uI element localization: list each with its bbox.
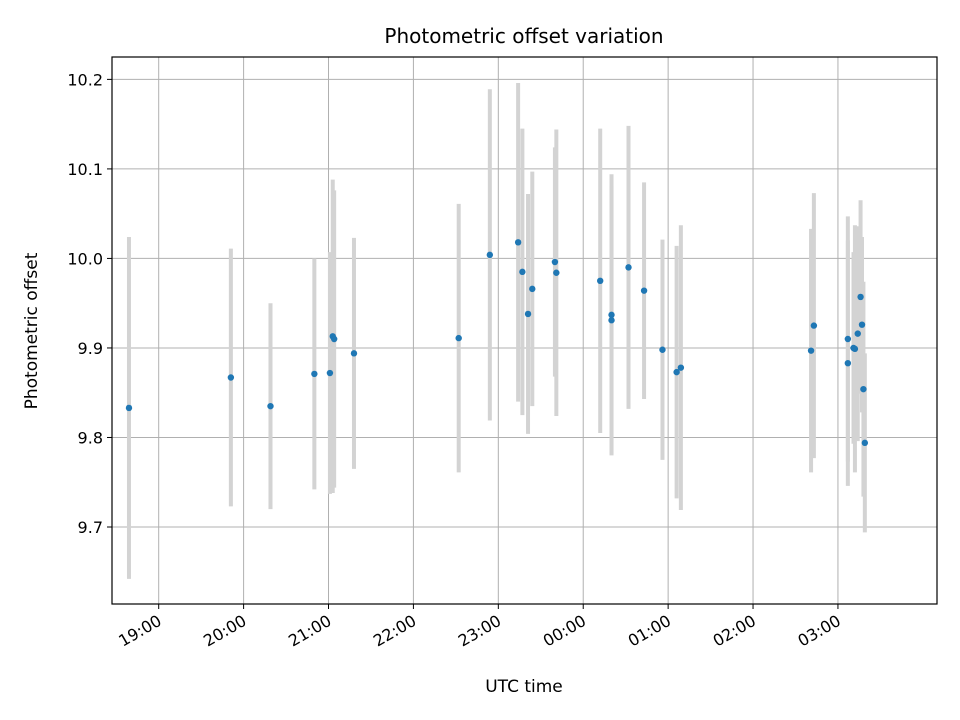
x-tick-label: 21:00 — [285, 611, 334, 651]
data-point — [267, 402, 274, 410]
y-axis-label: Photometric offset — [22, 252, 42, 409]
data-point — [486, 251, 494, 259]
chart-title: Photometric offset variation — [384, 24, 663, 48]
x-tick-label: 03:00 — [795, 611, 844, 651]
data-point — [553, 269, 560, 276]
x-tick-label: 01:00 — [625, 611, 674, 651]
x-tick-label: 23:00 — [455, 611, 504, 651]
y-tick-label: 10.1 — [67, 160, 103, 179]
data-point — [330, 335, 338, 343]
data-point — [519, 268, 526, 276]
data-point — [455, 334, 462, 342]
data-point — [861, 439, 869, 447]
data-point — [844, 359, 852, 367]
data-point — [608, 311, 615, 319]
data-point — [810, 322, 818, 329]
x-tick-label: 19:00 — [115, 611, 164, 651]
data-point — [524, 310, 532, 318]
y-tick-label: 9.9 — [78, 339, 103, 358]
x-tick-label: 02:00 — [710, 611, 759, 651]
y-tick-label: 10.2 — [67, 70, 103, 89]
data-point — [640, 287, 648, 294]
data-point — [350, 350, 358, 357]
data-point — [673, 368, 680, 376]
data-point — [659, 346, 666, 353]
data-point — [807, 347, 815, 354]
data-point — [857, 293, 864, 301]
data-point — [608, 317, 615, 324]
error-bars — [126, 82, 867, 579]
x-tick-label: 20:00 — [200, 611, 249, 651]
data-points — [125, 239, 869, 447]
data-point — [529, 285, 536, 293]
x-axis-ticks: 19:00 20:00 21:00 22:00 23:00 00:00 01:00 02:00… — [115, 604, 844, 651]
data-point — [514, 239, 522, 246]
data-point — [677, 364, 685, 371]
data-point — [311, 370, 318, 378]
data-point — [125, 404, 133, 412]
x-axis-label: UTC time — [485, 677, 563, 697]
x-tick-label: 22:00 — [370, 611, 419, 651]
x-tick-label: 00:00 — [540, 611, 589, 651]
y-tick-label: 9.7 — [78, 518, 103, 537]
data-point — [227, 374, 235, 381]
y-tick-label: 10.0 — [67, 249, 103, 268]
data-point — [597, 277, 604, 285]
data-point — [326, 369, 334, 377]
plot-frame — [111, 56, 938, 605]
data-point — [860, 385, 867, 393]
grid — [112, 57, 937, 604]
data-point — [854, 330, 861, 337]
data-point — [625, 264, 632, 271]
y-axis-ticks: 9.7 9.8 9.9 10.0 10.1 10.2 — [67, 70, 112, 537]
data-point — [551, 258, 559, 266]
data-point — [851, 345, 859, 353]
data-point — [844, 335, 852, 343]
y-tick-label: 9.8 — [78, 428, 103, 447]
data-point — [858, 321, 866, 328]
